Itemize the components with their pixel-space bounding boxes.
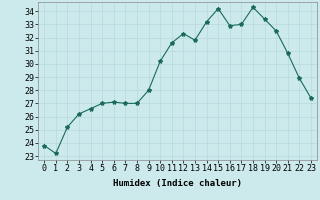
- X-axis label: Humidex (Indice chaleur): Humidex (Indice chaleur): [113, 179, 242, 188]
